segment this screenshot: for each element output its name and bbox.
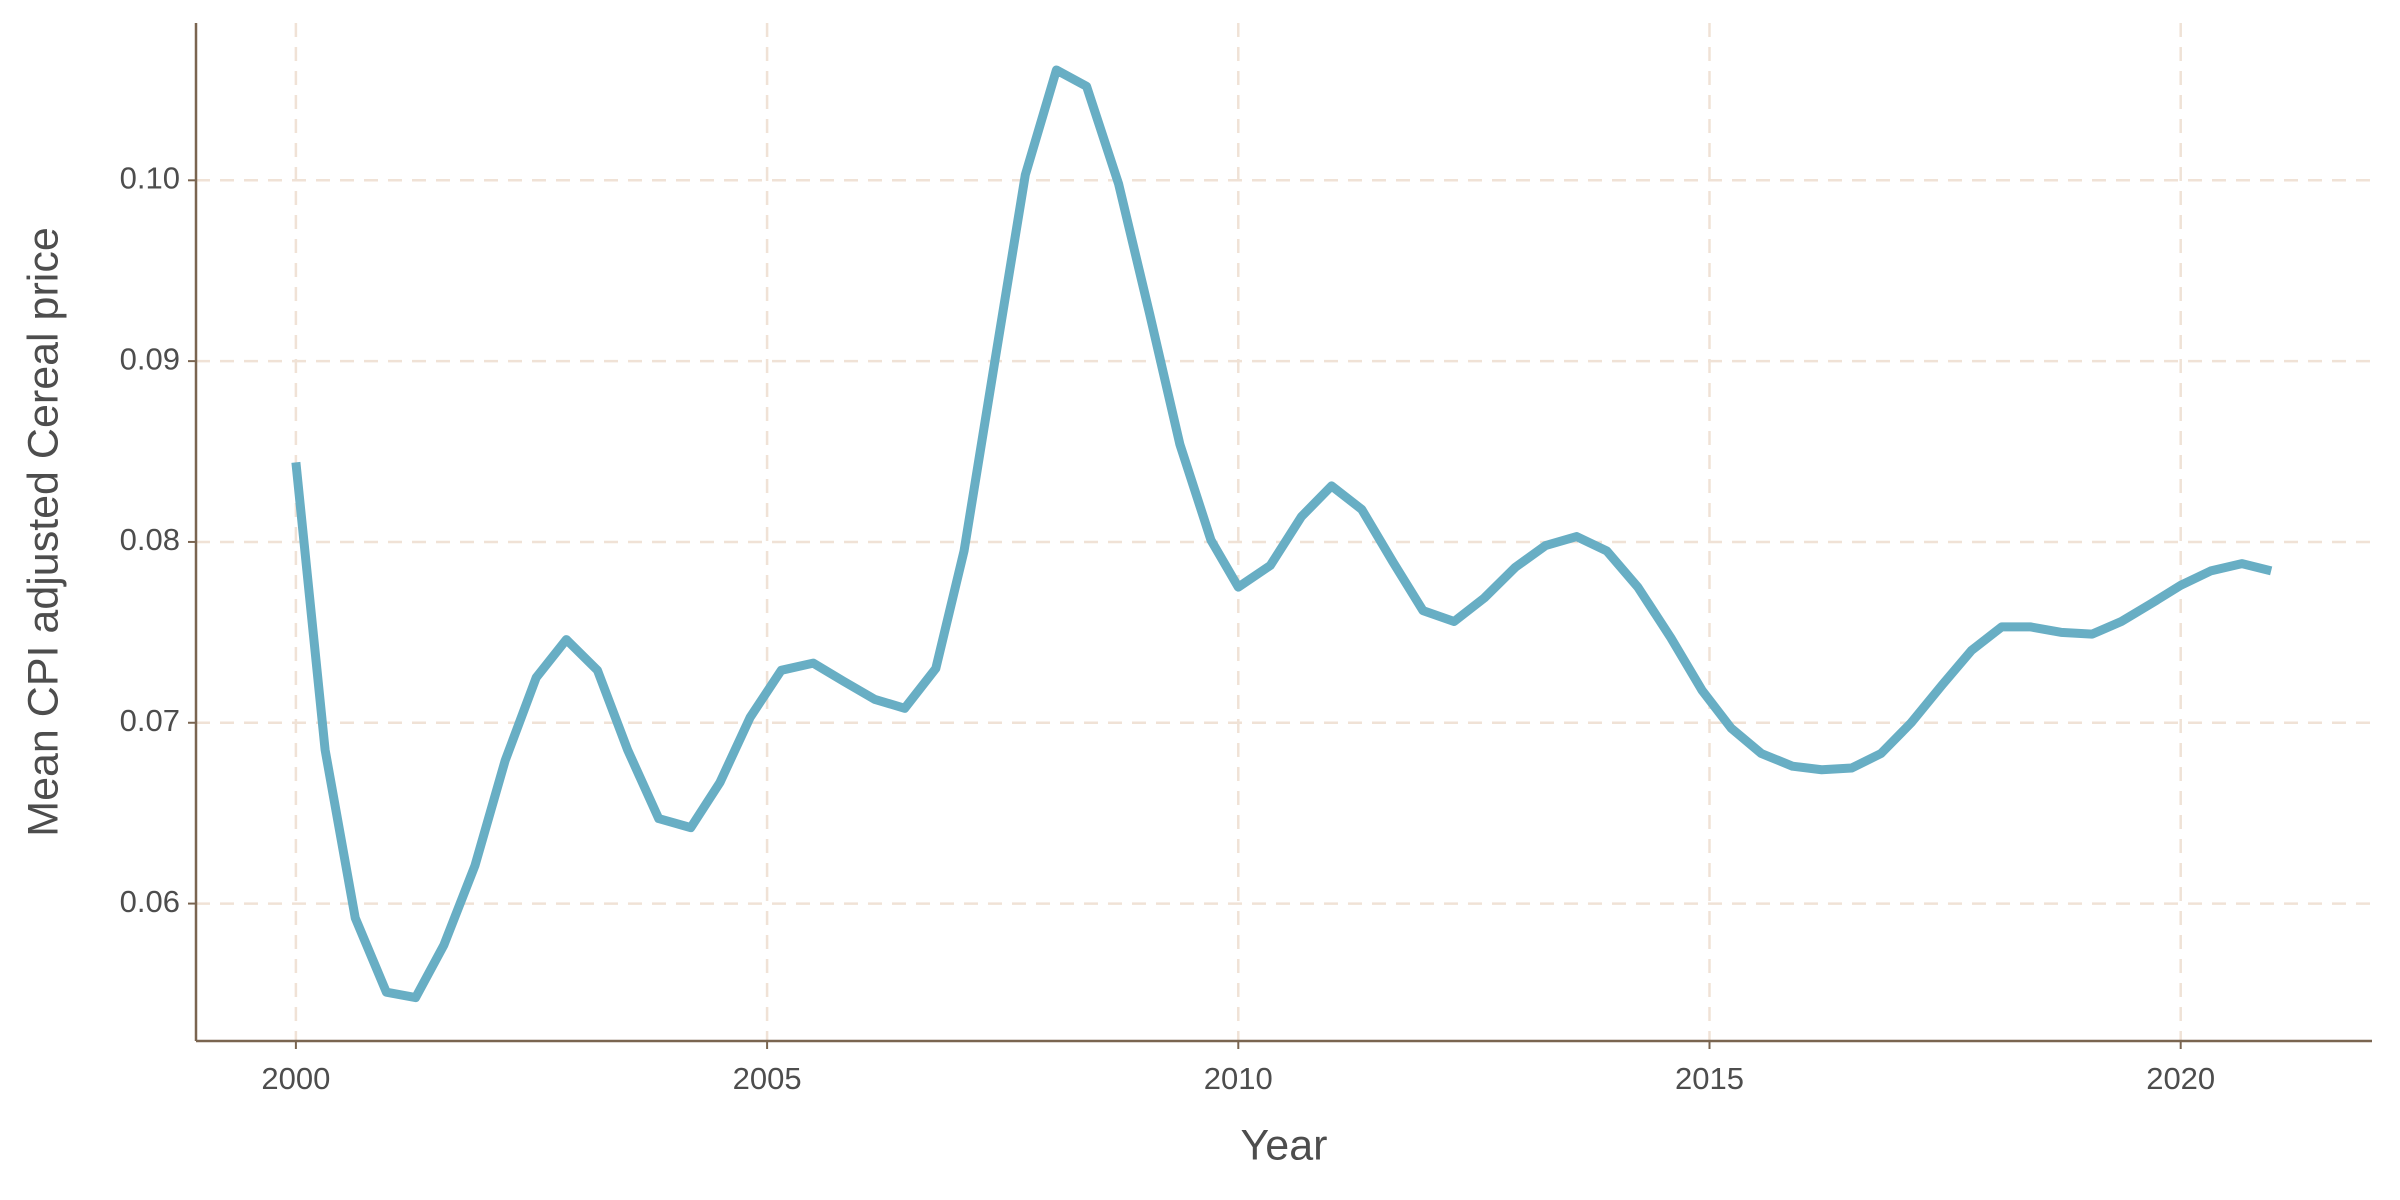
x-tick-label: 2005 (733, 1061, 802, 1096)
line (291, 65, 2273, 1003)
y-tick-label: 0.08 (120, 522, 180, 557)
y-axis-title: Mean CPI adjusted Cereal price (19, 227, 67, 836)
x-tick-label: 2015 (1675, 1061, 1744, 1096)
x-tick-label: 2000 (261, 1061, 330, 1096)
y-tick-label: 0.10 (120, 160, 180, 195)
x-axis-title: Year (1241, 1121, 1328, 1169)
x-tick-label: 2020 (2146, 1061, 2215, 1096)
y-tick-label: 0.07 (120, 703, 180, 738)
y-tick-label: 0.06 (120, 884, 180, 919)
x-tick-label: 2010 (1204, 1061, 1273, 1096)
y-tick-label: 0.09 (120, 341, 180, 376)
